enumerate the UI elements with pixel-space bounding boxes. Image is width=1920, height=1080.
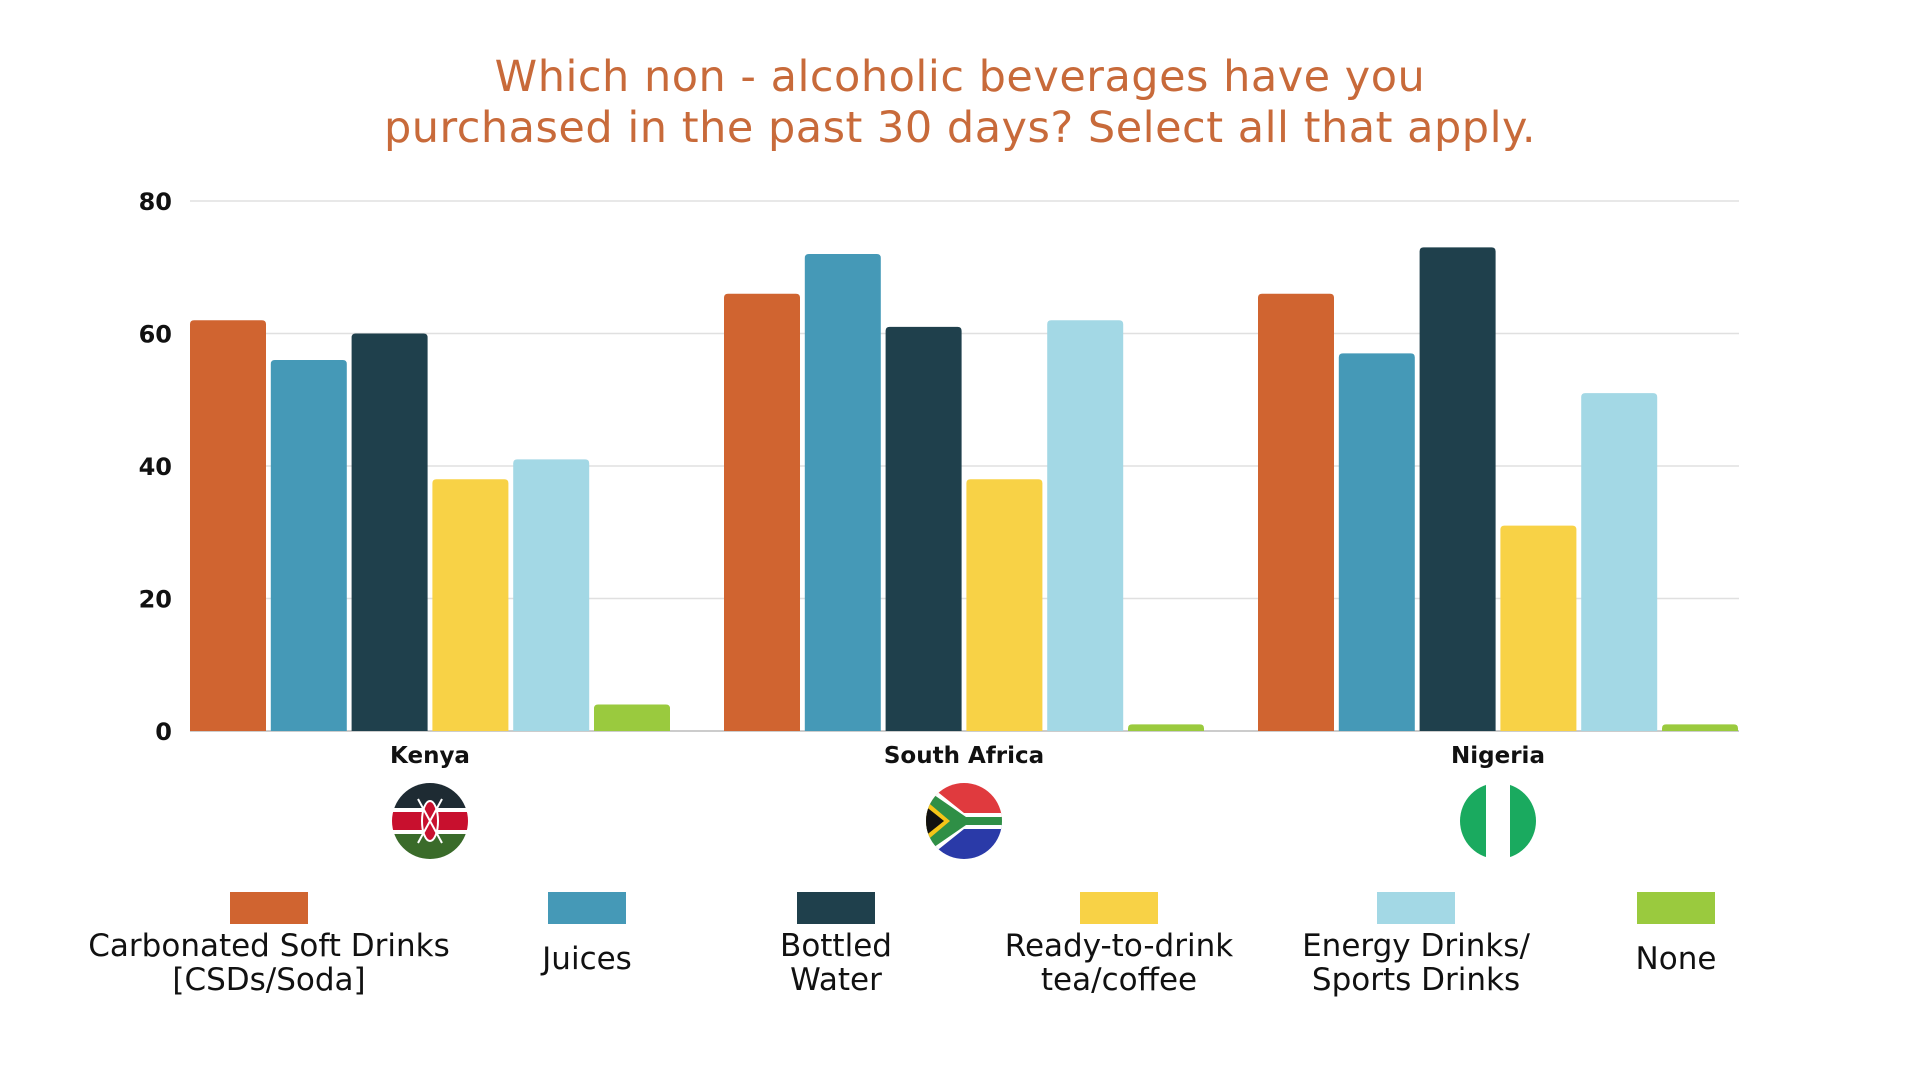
legend-label: Ready-to-drink tea/coffee <box>1005 929 1233 997</box>
y-axis-ticks: 0 20 40 60 80 <box>139 188 172 746</box>
bar-nigeria-4 <box>1581 393 1658 731</box>
legend <box>230 892 1715 924</box>
bar-kenya-2 <box>351 333 428 731</box>
y-tick-label: 20 <box>139 586 172 614</box>
legend-label: Juices <box>542 942 632 976</box>
legend-label-line: [CSDs/Soda] <box>172 962 366 998</box>
legend-swatch <box>797 892 875 924</box>
south-africa-flag-icon <box>926 783 1002 859</box>
legend-swatch <box>1377 892 1455 924</box>
bar-kenya-0 <box>190 320 266 731</box>
legend-label: None <box>1636 942 1717 976</box>
bars <box>190 247 1738 731</box>
y-tick-label: 80 <box>139 188 172 216</box>
bar-south-africa-2 <box>885 326 962 731</box>
y-tick-label: 60 <box>139 321 172 349</box>
legend-label-line: Water <box>790 962 882 998</box>
y-tick-label: 40 <box>139 453 172 481</box>
legend-label: Carbonated Soft Drinks [CSDs/Soda] <box>88 929 449 997</box>
bar-nigeria-0 <box>1258 293 1334 731</box>
x-tick-label: South Africa <box>884 743 1044 769</box>
legend-label-line: None <box>1635 941 1717 977</box>
bar-nigeria-5 <box>1662 724 1738 731</box>
bar-kenya-3 <box>432 479 509 731</box>
legend-swatch <box>230 892 308 924</box>
bar-south-africa-5 <box>1128 724 1204 731</box>
legend-label: Energy Drinks/Sports Drinks <box>1302 929 1530 997</box>
bar-kenya-5 <box>594 704 670 731</box>
legend-label-line: Ready-to-drink <box>1004 928 1234 964</box>
bar-south-africa-4 <box>1047 320 1124 731</box>
chart-title-line-1: Which non - alcoholic beverages have you <box>494 52 1426 102</box>
country-flags <box>392 783 1536 859</box>
bar-kenya-4 <box>513 459 590 731</box>
legend-swatch <box>1080 892 1158 924</box>
chart-title-line-2: purchased in the past 30 days? Select al… <box>384 103 1536 153</box>
bar-south-africa-0 <box>724 293 800 731</box>
chart-title: Which non - alcoholic beverages have you… <box>0 52 1920 154</box>
bar-south-africa-1 <box>804 254 881 731</box>
legend-swatch <box>1637 892 1715 924</box>
legend-label-line: tea/coffee <box>1040 962 1198 998</box>
x-axis-labels: Kenya South Africa Nigeria <box>390 743 1545 769</box>
bar-kenya-1 <box>270 360 347 731</box>
legend-label-line: Bottled <box>780 928 892 964</box>
bar-nigeria-3 <box>1500 525 1577 731</box>
bar-south-africa-3 <box>966 479 1043 731</box>
legend-label-line: Juices <box>542 941 632 977</box>
legend-label-line: Carbonated Soft Drinks <box>88 928 450 964</box>
legend-label-line: Energy Drinks/ <box>1302 928 1530 964</box>
kenya-flag-icon <box>392 783 468 859</box>
nigeria-flag-icon <box>1460 783 1536 859</box>
legend-label-line: Sports Drinks <box>1311 962 1521 998</box>
y-tick-label: 0 <box>155 718 172 746</box>
legend-swatch <box>548 892 626 924</box>
bar-nigeria-1 <box>1338 353 1415 731</box>
x-tick-label: Nigeria <box>1451 743 1545 769</box>
legend-label: Bottled Water <box>780 929 892 997</box>
bar-nigeria-2 <box>1419 247 1496 731</box>
x-tick-label: Kenya <box>390 743 470 769</box>
